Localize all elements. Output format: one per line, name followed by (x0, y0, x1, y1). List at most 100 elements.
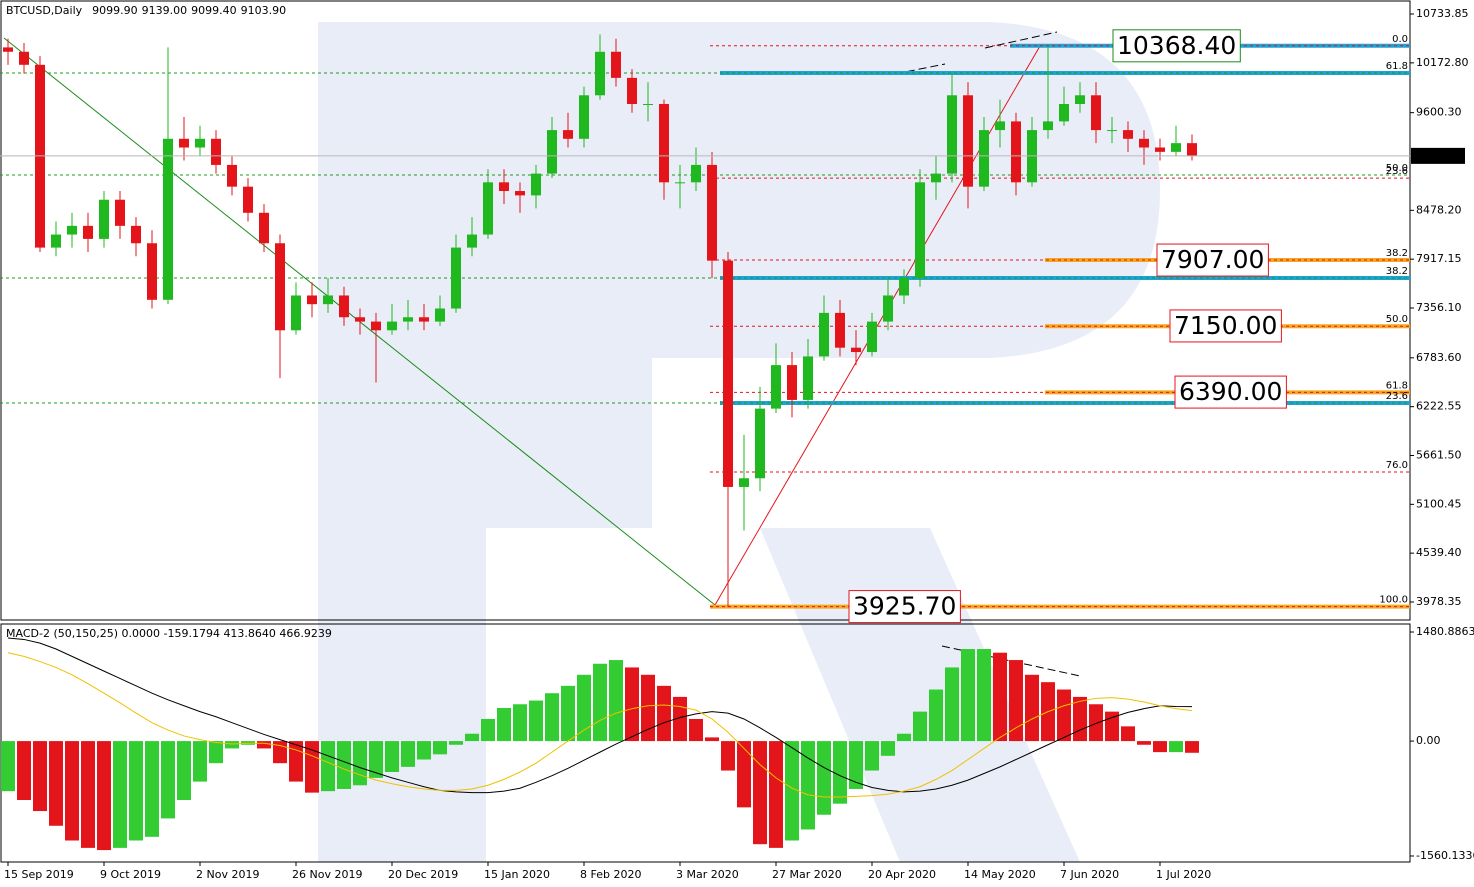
candle-body (883, 295, 893, 322)
price-box (1112, 29, 1241, 63)
candle-body (227, 164, 237, 187)
candle-body (499, 182, 509, 192)
candle-body (787, 365, 797, 400)
price-label: 7907.00 (1161, 245, 1264, 274)
ohlc: 9139.00 (142, 4, 188, 17)
macd-bar (833, 741, 847, 804)
candle-body (851, 347, 861, 353)
macd-bar (737, 741, 751, 808)
macd-bar (961, 649, 975, 742)
price-box (1169, 309, 1282, 343)
candle-body (1139, 138, 1149, 148)
y-tick-label: 6783.60 (1416, 351, 1462, 364)
candle-body (339, 295, 349, 318)
macd-bar (1169, 741, 1183, 753)
candle-body (835, 312, 845, 348)
price-box (848, 590, 961, 624)
macd-bar (113, 741, 127, 848)
macd-title: MACD-2 (50,150,25) 0.0000 -159.1794 413.… (6, 627, 332, 640)
fib-label: 50.0 (1386, 163, 1408, 174)
candle-body (947, 95, 957, 174)
macd-bar (1073, 696, 1087, 742)
candle-body (307, 295, 317, 305)
macd-bar (641, 674, 655, 742)
candle-body (515, 191, 525, 196)
macd-bar (609, 660, 623, 742)
macd-bar (177, 741, 191, 801)
macd-bar (785, 741, 799, 841)
macd-bar (449, 741, 463, 745)
candle-body (579, 95, 589, 139)
candle-body (1043, 121, 1053, 131)
macd-bar (321, 741, 335, 792)
macd-bar (385, 741, 399, 773)
symbol: BTCUSD,Daily (6, 4, 83, 17)
y-tick-label: 4539.40 (1416, 546, 1462, 559)
x-tick-label: 3 Mar 2020 (676, 868, 739, 881)
candle-body (259, 212, 269, 244)
fib-label: 61.8 (1386, 61, 1408, 72)
macd-bar (161, 741, 175, 819)
macd-bar (145, 741, 159, 837)
candle-body (387, 321, 397, 331)
trend-line (984, 31, 1058, 49)
watermark (318, 22, 1160, 862)
macd-bar (337, 741, 351, 789)
macd-bar (81, 741, 95, 848)
macd-bar (1121, 726, 1135, 742)
candle-body (1075, 95, 1085, 104)
candle-body (1091, 95, 1101, 131)
x-tick-label: 15 Jan 2020 (484, 868, 550, 881)
macd-bar (545, 693, 559, 742)
x-tick-label: 20 Apr 2020 (868, 868, 936, 881)
macd-bar (129, 741, 143, 841)
macd-bar (561, 685, 575, 742)
y-tick-label: 10172.80 (1416, 56, 1469, 69)
macd-bar (1185, 741, 1199, 753)
current-price-label: 9103.90 (1415, 149, 1461, 162)
trend-line (894, 63, 946, 75)
fib-label: 61.8 (1386, 380, 1408, 391)
candle-body (419, 317, 429, 322)
candle-body (435, 308, 445, 322)
macd-bar (705, 737, 719, 742)
candle-body (243, 186, 253, 213)
candle-body (275, 243, 285, 331)
watermark-leg (760, 528, 1080, 862)
macd-bar (433, 741, 447, 755)
macd-bar (401, 741, 415, 767)
candle-body (531, 173, 541, 196)
candle-body (819, 312, 829, 357)
macd-bar (865, 741, 879, 771)
candle-body (67, 225, 77, 235)
macd-bar (1057, 689, 1071, 742)
macd-bar (353, 741, 367, 786)
macd-bar (65, 741, 79, 841)
macd-bar (673, 696, 687, 742)
candle-body (611, 51, 621, 78)
candle-body (595, 51, 605, 96)
fib-label: 76.0 (1386, 460, 1408, 471)
candle-body (451, 247, 461, 309)
macd-bar (945, 667, 959, 742)
y-tick-label: 10733.85 (1416, 7, 1469, 20)
watermark-stem (318, 22, 486, 862)
price-box (1174, 375, 1287, 409)
y-tick-label: 0.00 (1416, 734, 1441, 747)
candle-body (3, 47, 13, 52)
candle-body (1123, 130, 1133, 139)
candle-body (867, 321, 877, 353)
price-pane-frame (0, 0, 1411, 621)
y-tick-label: 8478.20 (1416, 203, 1462, 216)
candle-body (51, 234, 61, 248)
macd-bar (481, 718, 495, 742)
x-tick-label: 2 Nov 2019 (196, 868, 259, 881)
macd-bar (801, 741, 815, 830)
macd-bar (1089, 704, 1103, 742)
candle-body (723, 260, 733, 487)
macd-bar (193, 741, 207, 782)
chart-header: BTCUSD,Daily 9099.90 9139.00 9099.40 9103.90 (6, 4, 286, 17)
macd-bar (1153, 741, 1167, 753)
price-box (1156, 243, 1269, 277)
ohlc: 9099.90 (92, 4, 138, 17)
